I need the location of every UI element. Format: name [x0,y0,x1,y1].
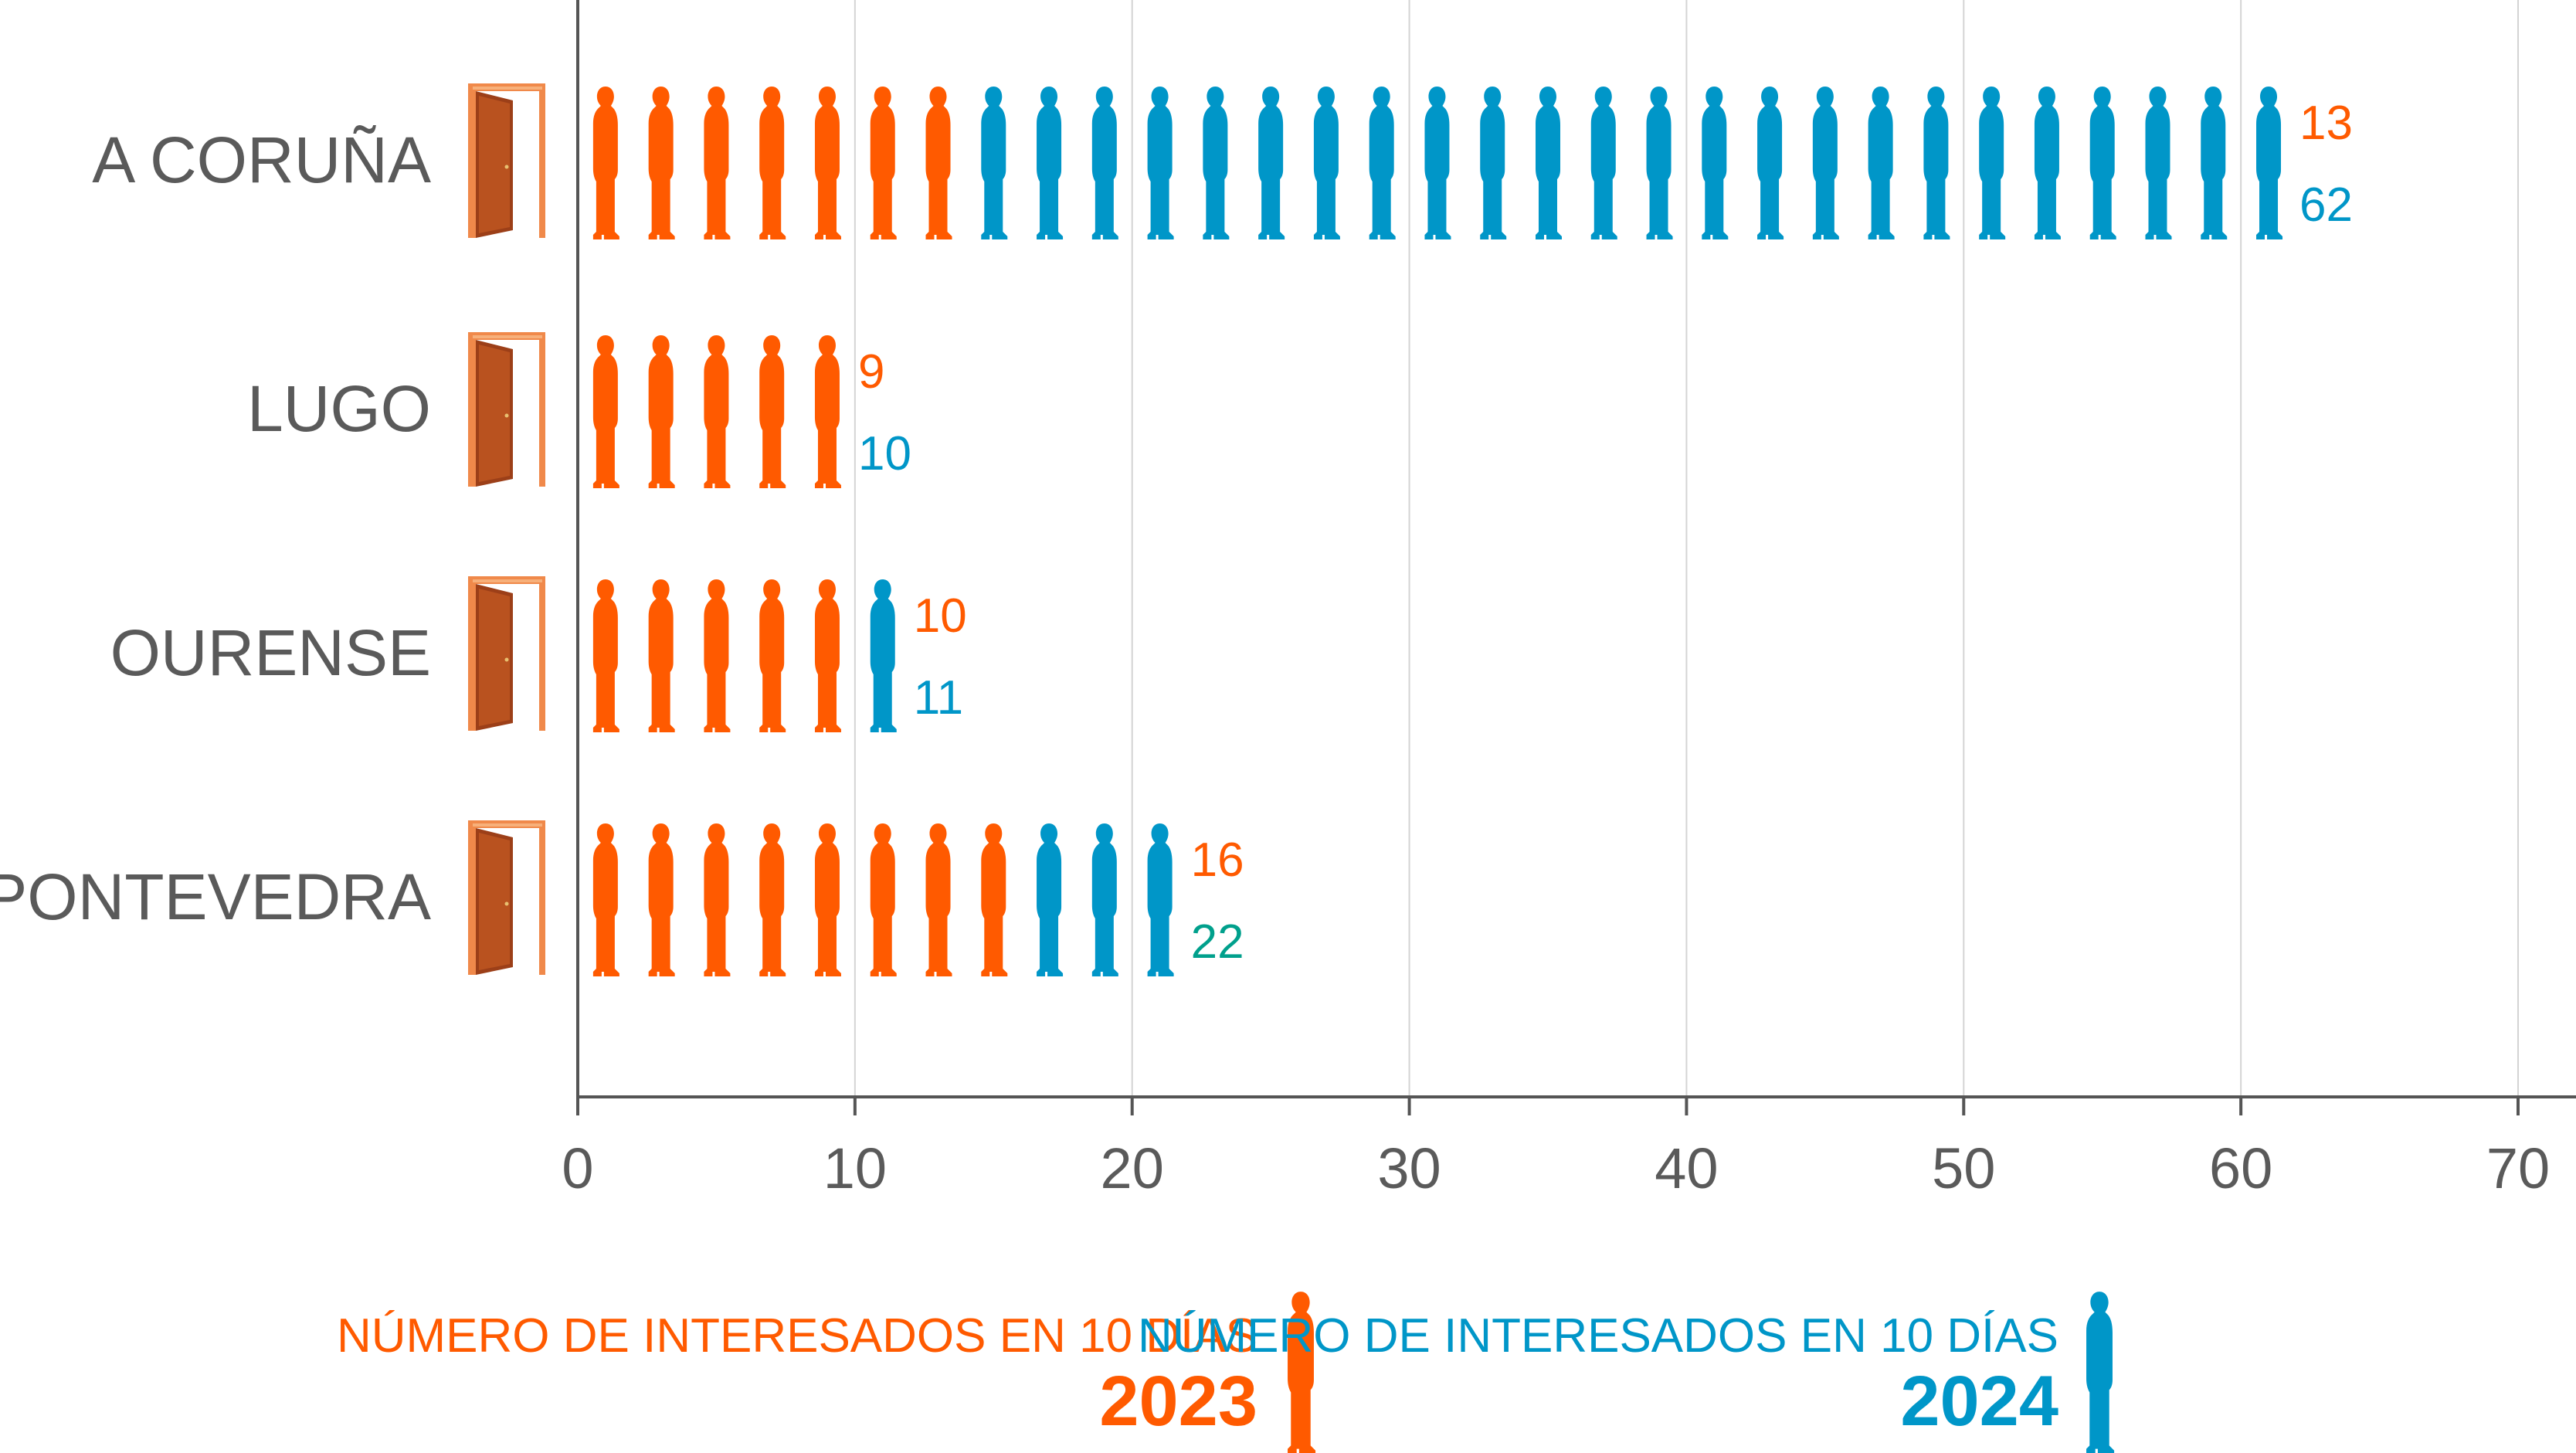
value-label-2024: 22 [1191,915,1244,969]
person-icon-2024 [1037,823,1064,976]
person-icon-2023 [814,335,841,488]
value-label-2024: 62 [2299,178,2353,232]
value-label-2023: 9 [858,345,884,399]
value-label-2024: 10 [858,427,911,480]
person-icon-2023 [592,335,619,488]
person-icon-2024 [870,579,897,732]
person-icon-2024 [981,87,1008,239]
value-label-2023: 10 [914,589,967,643]
legend-text: NÚMERO DE INTERESADOS EN 10 DÍAS [1138,1309,2058,1363]
x-tick-label: 60 [2209,1136,2272,1200]
category-label: A CORUÑA [92,124,431,196]
person-icon-2023 [704,335,731,488]
person-icon-2024 [2145,87,2172,239]
x-tick-label: 50 [1932,1136,1995,1200]
legend-text: NÚMERO DE INTERESADOS EN 10 DÍAS [337,1309,1257,1363]
person-icon-2023 [648,87,675,239]
person-icon-2023 [759,87,786,239]
person-icon-2023 [925,823,952,976]
person-icon-2023 [759,823,786,976]
x-tick-label: 0 [562,1136,593,1200]
person-icon-2023 [704,87,731,239]
legend-year: 2023 [1099,1362,1257,1441]
legend-year: 2024 [1900,1362,2058,1441]
category-label: PONTEVEDRA [0,861,431,933]
value-label-2024: 11 [914,671,963,725]
grid-lines [854,0,2519,1097]
person-icon-2024 [1702,87,1729,239]
door-icon [468,820,545,975]
person-icon-2024 [2034,87,2061,239]
category-label: OURENSE [110,616,431,689]
person-icon-2023 [925,87,952,239]
value-label-2023: 16 [1191,833,1244,887]
person-icon-2024 [1536,87,1562,239]
person-icon-2024 [1757,87,1784,239]
person-icon-2024 [1258,87,1285,239]
x-tick-label: 20 [1101,1136,1164,1200]
person-icon-2024 [1979,87,2006,239]
person-icon-2024 [1480,87,1507,239]
value-label-2023: 13 [2299,97,2353,150]
person-icon-2023 [759,335,786,488]
person-icon-2024 [1203,87,1230,239]
door-icon [468,83,545,238]
person-icon-2024 [1424,87,1451,239]
x-tick-label: 10 [823,1136,887,1200]
category-label: LUGO [247,372,431,445]
chart-rows: A CORUÑA 13 62 LUGO 9 10 OURENSE 10 11 PONTEVEDRA… [0,83,2353,976]
person-icon-2023 [648,579,675,732]
person-icon-2024 [1147,87,1174,239]
person-icon-2024 [2256,87,2283,239]
door-icon [468,576,545,731]
axes: 0 10 20 30 40 50 60 70 [562,0,2576,1200]
category-row: PONTEVEDRA 16 22 [0,820,1244,976]
person-icon-2023 [592,579,619,732]
person-icon-2023 [981,823,1008,976]
person-icon-2023 [870,823,897,976]
person-icon-2024 [2089,87,2116,239]
legend: NÚMERO DE INTERESADOS EN 10 DÍAS2023NÚME… [337,1292,2115,1453]
person-icon-2024 [1923,87,1950,239]
x-tick-label: 30 [1377,1136,1441,1200]
person-icon-2024 [1646,87,1673,239]
person-icon-2024 [1091,87,1118,239]
x-tick-label: 40 [1655,1136,1718,1200]
person-icon-2024 [1091,823,1118,976]
person-icon-2023 [759,579,786,732]
person-icon-2023 [870,87,897,239]
door-icon [468,332,545,487]
person-icon-2023 [592,823,619,976]
person-icon-2023 [704,823,731,976]
person-icon-2024 [1369,87,1396,239]
person-icon [2086,1292,2115,1453]
person-icon-2024 [1868,87,1895,239]
person-icon-2024 [1313,87,1340,239]
person-icon-2024 [1812,87,1839,239]
person-icon-2024 [1147,823,1174,976]
category-row: A CORUÑA 13 62 [92,83,2353,239]
person-icon-2023 [814,579,841,732]
x-tick-label: 70 [2486,1136,2550,1200]
person-icon-2023 [704,579,731,732]
person-icon-2023 [814,823,841,976]
person-icon-2024 [1037,87,1064,239]
person-icon-2023 [592,87,619,239]
person-icon-2024 [2201,87,2228,239]
category-row: OURENSE 10 11 [110,576,967,732]
person-icon-2023 [648,335,675,488]
person-icon-2024 [1590,87,1617,239]
person-icon-2023 [814,87,841,239]
category-row: LUGO 9 10 [247,332,911,488]
person-icon-2023 [648,823,675,976]
